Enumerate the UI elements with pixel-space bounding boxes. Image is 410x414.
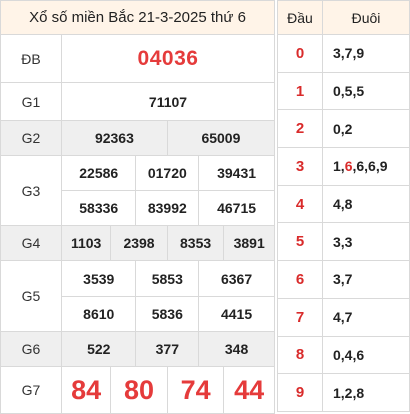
seventh-prize-2: 80 [110,366,168,414]
tail-digits: 3,7,9 [322,34,410,73]
tail-digits: 1,6,6,6,9 [322,147,410,186]
prize-label-g5: G5 [0,260,62,332]
prize-label-g4: G4 [0,225,62,261]
fourth-prize-4: 3891 [223,225,275,261]
second-prize-1: 92363 [61,120,168,156]
fourth-prize-1: 1103 [60,225,112,261]
sixth-prize-1: 522 [60,331,137,367]
third-prize-1: 22586 [60,155,137,191]
fifth-prize-6: 4415 [198,296,275,332]
loto-row: 0 3,7,9 [277,34,410,73]
tail-digits-part: 1, [333,158,345,175]
sixth-prize-2: 377 [135,331,200,367]
seventh-prize-4: 44 [223,366,275,414]
second-prize-2: 65009 [166,120,276,156]
tail-digits: 0,5,5 [322,71,410,111]
tail-digits: 3,3 [322,222,410,262]
head-digit: 3 [277,147,323,186]
first-prize: 71107 [61,82,275,121]
third-prize-2: 01720 [135,155,200,191]
head-digit: 2 [277,109,323,149]
loto-row: 7 4,7 [277,297,410,337]
fifth-prize-5: 5836 [135,296,200,332]
seventh-prize-3: 74 [166,366,225,414]
fifth-prize-3: 6367 [198,260,275,297]
loto-row: 1 0,5,5 [277,71,410,111]
tail-digits-part: ,6,6,9 [352,158,388,175]
fifth-prize-4: 8610 [60,296,137,332]
loto-row: 5 3,3 [277,222,410,262]
sixth-prize-3: 348 [198,331,275,367]
loto-row: 6 3,7 [277,260,410,299]
loto-row: 9 1,2,8 [277,373,410,412]
head-digit: 7 [277,297,323,337]
prize-label-g1: G1 [0,82,62,121]
prize-label-g6: G6 [0,331,62,367]
prize-label-db: ĐB [0,34,62,83]
tail-digits: 0,2 [322,109,410,149]
tail-digits: 3,7 [322,260,410,299]
prize-label-g2: G2 [0,120,62,156]
head-column-label: Đầu [277,0,323,35]
prize-label-g3: G3 [0,155,62,226]
loto-row: 2 0,2 [277,109,410,149]
loto-row: 8 0,4,6 [277,335,410,375]
third-prize-3: 39431 [198,155,275,191]
special-tail-digit: 6 [344,158,353,175]
head-digit: 1 [277,71,323,111]
loto-table: Đầu Đuôi 0 3,7,9 1 0,5,5 2 0,2 3 1,6,6,6… [277,0,410,412]
tail-digits: 1,2,8 [322,373,410,412]
special-prize: 04036 [61,34,275,83]
fourth-prize-3: 8353 [166,225,225,261]
fifth-prize-1: 3539 [60,260,137,297]
tail-digits: 0,4,6 [322,335,410,375]
third-prize-4: 58336 [60,190,137,226]
seventh-prize-1: 84 [60,366,112,414]
head-digit: 4 [277,184,323,224]
third-prize-5: 83992 [135,190,200,226]
loto-row: 3 1,6,6,6,9 [277,147,410,186]
prize-table: Xổ số miền Bắc 21-3-2025 thứ 6 ĐB 04036 … [0,0,276,414]
results-title: Xổ số miền Bắc 21-3-2025 thứ 6 [0,0,275,35]
head-digit: 6 [277,260,323,299]
fourth-prize-2: 2398 [110,225,168,261]
tail-column-label: Đuôi [322,0,410,35]
tail-digits: 4,8 [322,184,410,224]
loto-row: 4 4,8 [277,184,410,224]
prize-label-g7: G7 [0,366,62,414]
head-digit: 8 [277,335,323,375]
head-digit: 9 [277,373,323,412]
third-prize-6: 46715 [198,190,275,226]
tail-digits: 4,7 [322,297,410,337]
fifth-prize-2: 5853 [135,260,200,297]
head-digit: 5 [277,222,323,262]
head-digit: 0 [277,34,323,73]
